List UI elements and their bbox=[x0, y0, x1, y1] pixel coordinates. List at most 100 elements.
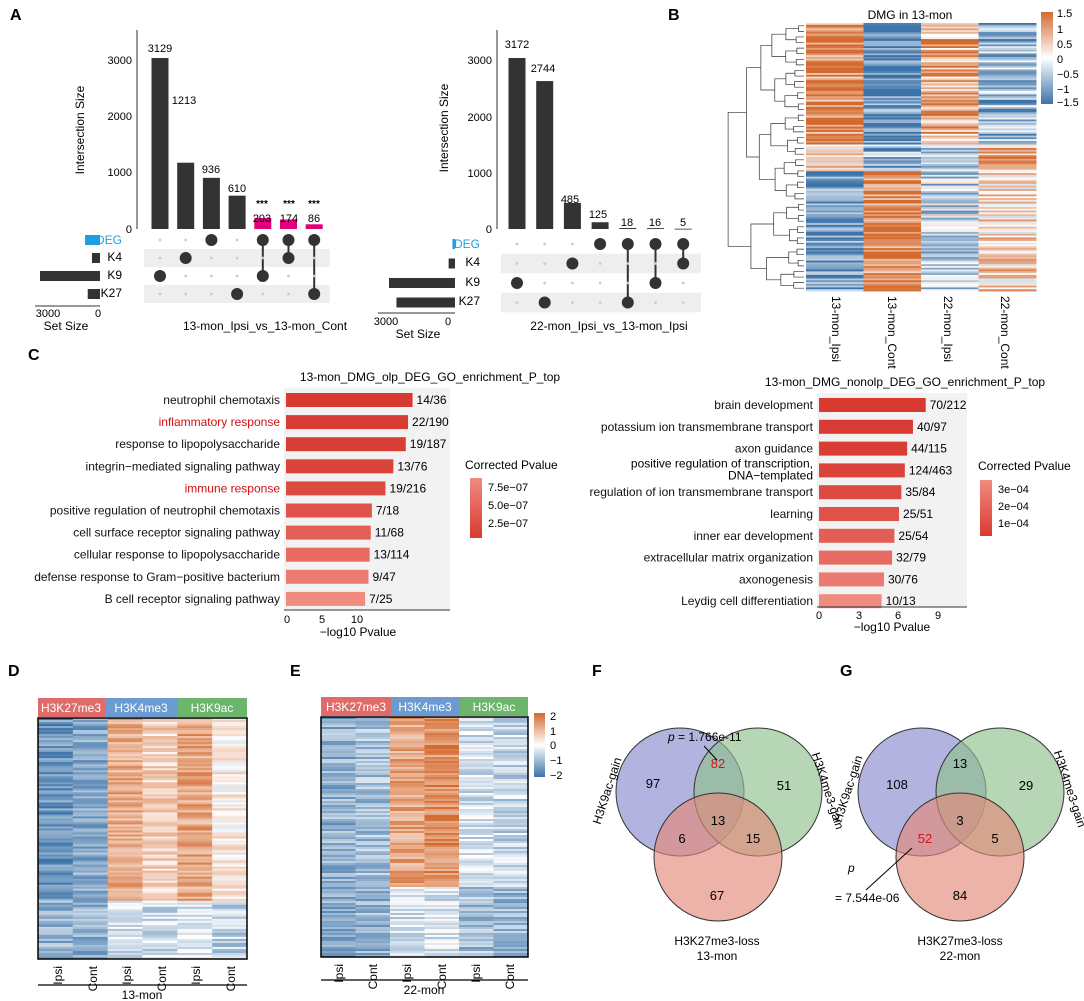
heatmap-cell bbox=[806, 49, 864, 53]
heatmap-cell bbox=[921, 249, 979, 253]
heatmap-cell bbox=[177, 742, 213, 745]
heatmap-cell bbox=[863, 232, 922, 235]
heatmap-cell bbox=[355, 943, 391, 946]
heatmap-cell bbox=[177, 832, 213, 835]
heatmap-cell bbox=[355, 801, 391, 804]
heatmap-cell bbox=[390, 721, 425, 724]
heatmap-cell bbox=[921, 269, 979, 272]
heatmap-cell bbox=[177, 926, 213, 930]
heatmap-cell bbox=[390, 923, 425, 926]
heatmap-cell bbox=[177, 810, 213, 813]
heatmap-cell bbox=[493, 761, 529, 764]
heatmap-cell bbox=[863, 81, 922, 85]
dendrogram-branch bbox=[773, 212, 790, 236]
heatmap-cell bbox=[493, 871, 529, 874]
heatmap-cell bbox=[921, 119, 979, 122]
heatmap-cell bbox=[921, 267, 979, 271]
heatmap-cell bbox=[321, 771, 356, 774]
heatmap-cell bbox=[493, 811, 529, 814]
heatmap-cell bbox=[72, 758, 109, 761]
heatmap-cell bbox=[978, 133, 1037, 137]
heatmap-cell bbox=[921, 142, 979, 145]
heatmap-cell bbox=[355, 873, 391, 876]
heatmap-cell bbox=[493, 927, 529, 930]
matrix-dot bbox=[571, 281, 574, 285]
heatmap-cell bbox=[806, 44, 864, 47]
intersection-bar bbox=[228, 195, 246, 229]
heatmap-cell bbox=[459, 811, 494, 814]
heatmap-cell bbox=[424, 877, 460, 880]
heatmap-cell bbox=[355, 737, 391, 740]
heatmap-cell bbox=[459, 747, 494, 750]
heatmap-cell bbox=[921, 221, 979, 224]
heatmap-cell bbox=[493, 875, 529, 878]
heatmap-cell bbox=[142, 780, 178, 783]
upset-y-label: Intersection Size bbox=[437, 83, 451, 172]
set-name-k9: K9 bbox=[465, 275, 480, 289]
heatmap-cell bbox=[493, 823, 529, 826]
heatmap-cell bbox=[212, 862, 248, 866]
heatmap-cell bbox=[978, 249, 1037, 253]
heatmap-cell bbox=[355, 749, 391, 752]
panel-label-g: G bbox=[840, 663, 852, 680]
heatmap-cell bbox=[921, 273, 979, 276]
heatmap-cell bbox=[38, 726, 74, 729]
heatmap-cell bbox=[806, 60, 864, 63]
heatmap-cell bbox=[142, 718, 178, 721]
matrix-dot-active bbox=[308, 288, 321, 300]
heatmap-cell bbox=[212, 932, 248, 936]
heatmap-cell bbox=[38, 912, 74, 916]
heatmap-cell bbox=[142, 720, 178, 723]
heatmap-cell bbox=[493, 757, 529, 760]
heatmap-cell bbox=[459, 783, 494, 786]
go-legend-bar bbox=[980, 480, 992, 536]
heatmap-cell bbox=[390, 739, 425, 742]
heatmap-cell bbox=[978, 276, 1037, 279]
heatmap-cell bbox=[921, 189, 979, 192]
heatmap-cell bbox=[355, 795, 391, 798]
heatmap-cell bbox=[806, 262, 864, 265]
heatmap-cell bbox=[177, 862, 213, 866]
heatmap-cell bbox=[978, 90, 1037, 94]
y-tick: 1000 bbox=[108, 167, 132, 179]
heatmap-cell bbox=[38, 874, 74, 878]
heatmap-cell bbox=[142, 796, 178, 799]
set-name-deg: DEG bbox=[96, 233, 122, 247]
heatmap-cell bbox=[921, 271, 979, 274]
heatmap-cell bbox=[212, 864, 248, 868]
heatmap-cell bbox=[921, 76, 979, 79]
heatmap-cell bbox=[38, 804, 74, 807]
heatmap-cell bbox=[212, 808, 248, 811]
y-tick: 3000 bbox=[108, 55, 132, 67]
heatmap-cell bbox=[493, 951, 529, 954]
heatmap-cell bbox=[177, 812, 213, 815]
heatmap-cell bbox=[38, 880, 74, 884]
heatmap-cell bbox=[806, 285, 864, 288]
heatmap-cell bbox=[321, 855, 356, 858]
heatmap-cell bbox=[321, 911, 356, 914]
heatmap-cell bbox=[921, 164, 979, 167]
heatmap-cell bbox=[390, 911, 425, 914]
heatmap-cell bbox=[212, 724, 248, 727]
heatmap-cell bbox=[177, 752, 213, 755]
heatmap-cell bbox=[72, 874, 109, 878]
heatmap-cell bbox=[921, 228, 979, 231]
heatmap-cell bbox=[493, 887, 529, 890]
heatmap-cell bbox=[459, 739, 494, 742]
heatmap-column-label: Ipsi bbox=[120, 966, 134, 985]
heatmap-cell bbox=[212, 904, 248, 908]
heatmap-cell bbox=[38, 744, 74, 747]
heatmap-cell bbox=[978, 262, 1037, 265]
heatmap-cell bbox=[459, 935, 494, 938]
heatmap-cell bbox=[424, 919, 460, 922]
heatmap-cell bbox=[459, 753, 494, 756]
heatmap-cell bbox=[321, 917, 356, 920]
heatmap-cell bbox=[177, 824, 213, 827]
heatmap-cell bbox=[390, 735, 425, 738]
heatmap-cell bbox=[806, 164, 864, 167]
heatmap-cell bbox=[493, 843, 529, 846]
heatmap-cell bbox=[493, 719, 529, 722]
heatmap-cell bbox=[72, 782, 109, 785]
heatmap-column-label: Cont bbox=[503, 963, 517, 989]
heatmap-cell bbox=[177, 870, 213, 874]
